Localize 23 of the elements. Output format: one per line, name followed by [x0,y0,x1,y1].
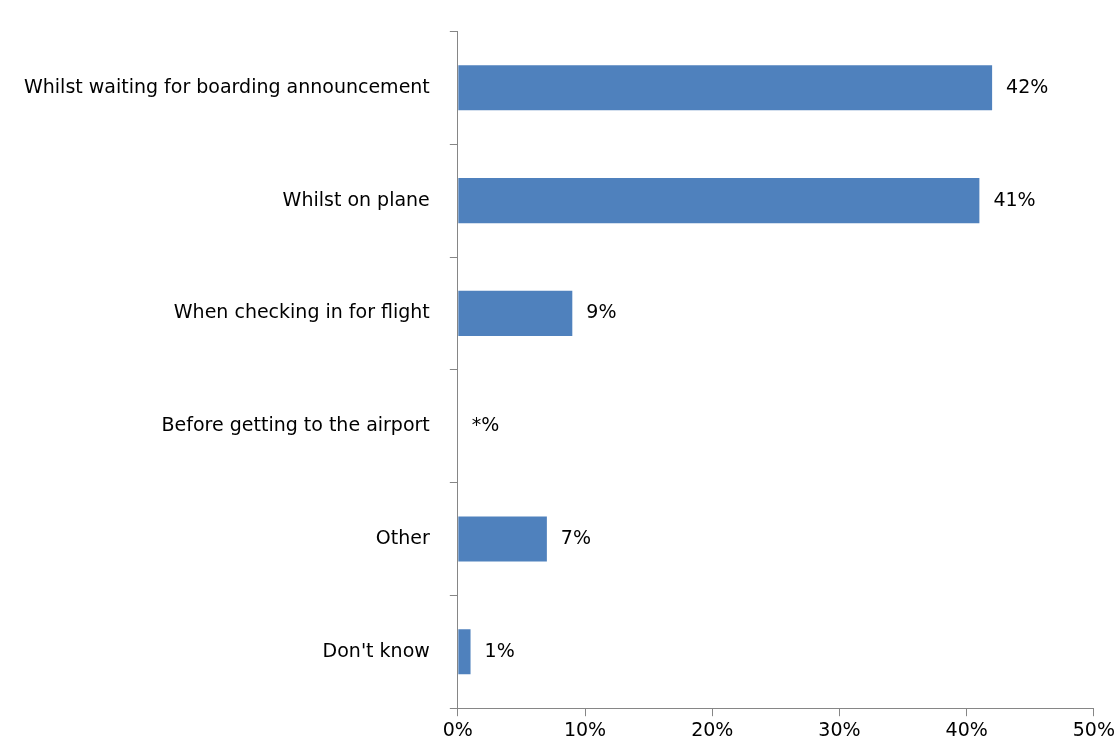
x-tick-label: 20% [691,717,734,740]
data-label: 7% [560,525,592,548]
y-tick-label: Before getting to the airport [161,413,430,436]
data-label: 9% [586,300,617,323]
x-tick-label: 10% [563,717,607,740]
y-tick-label: Whilst on plane [282,187,430,210]
x-tick-label: 30% [818,717,861,740]
bar [458,516,547,562]
data-label: 1% [484,638,515,661]
bar [458,290,573,336]
data-label: 42% [1006,74,1049,97]
y-tick-label: Other [375,525,430,548]
y-tick-label: When checking in for flight [173,300,430,323]
y-tick-label: Whilst waiting for boarding announcement [23,74,430,97]
bar [458,65,993,111]
x-tick-label: 0% [442,717,473,740]
data-label: 41% [993,187,1036,210]
y-tick-label: Don't know [322,638,430,661]
x-tick-label: 50% [1072,717,1115,740]
bar [458,178,980,224]
x-tick-label: 40% [945,717,988,740]
data-label: *% [471,413,500,436]
bar [458,629,471,675]
